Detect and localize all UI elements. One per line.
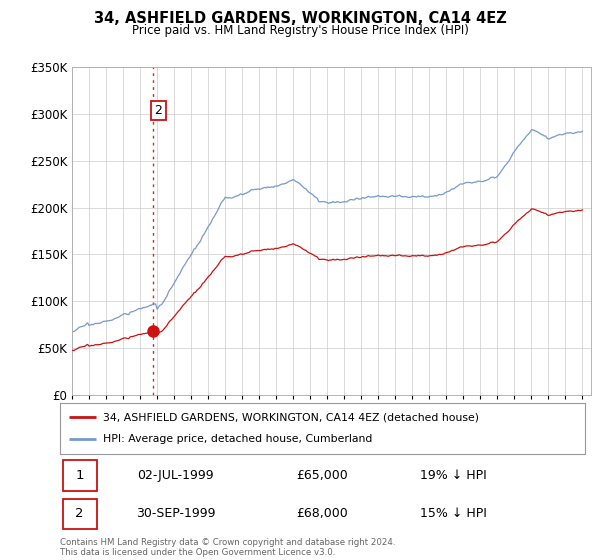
- Text: £68,000: £68,000: [296, 507, 349, 520]
- FancyBboxPatch shape: [62, 498, 97, 529]
- Text: 1: 1: [75, 469, 83, 482]
- Text: 30-SEP-1999: 30-SEP-1999: [136, 507, 215, 520]
- Text: 34, ASHFIELD GARDENS, WORKINGTON, CA14 4EZ (detached house): 34, ASHFIELD GARDENS, WORKINGTON, CA14 4…: [103, 412, 479, 422]
- Text: £65,000: £65,000: [296, 469, 349, 482]
- Text: 02-JUL-1999: 02-JUL-1999: [137, 469, 214, 482]
- Text: 2: 2: [155, 104, 163, 117]
- Text: 15% ↓ HPI: 15% ↓ HPI: [421, 507, 487, 520]
- Text: 19% ↓ HPI: 19% ↓ HPI: [421, 469, 487, 482]
- FancyBboxPatch shape: [62, 460, 97, 491]
- Text: 34, ASHFIELD GARDENS, WORKINGTON, CA14 4EZ: 34, ASHFIELD GARDENS, WORKINGTON, CA14 4…: [94, 11, 506, 26]
- Text: Price paid vs. HM Land Registry's House Price Index (HPI): Price paid vs. HM Land Registry's House …: [131, 24, 469, 36]
- Text: Contains HM Land Registry data © Crown copyright and database right 2024.
This d: Contains HM Land Registry data © Crown c…: [60, 538, 395, 557]
- Text: 2: 2: [75, 507, 83, 520]
- Text: HPI: Average price, detached house, Cumberland: HPI: Average price, detached house, Cumb…: [103, 435, 373, 445]
